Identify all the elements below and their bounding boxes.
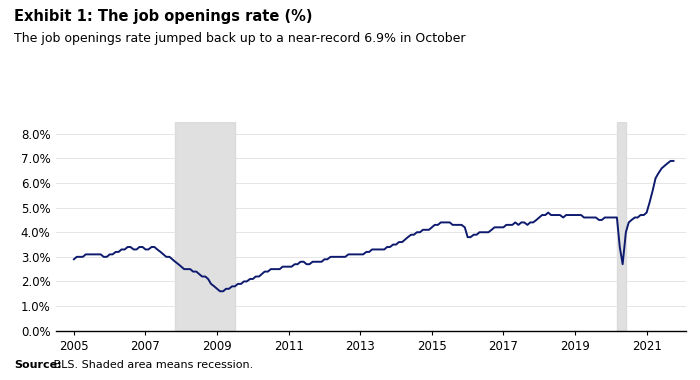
Text: BLS. Shaded area means recession.: BLS. Shaded area means recession. (50, 361, 253, 370)
Bar (617, 122, 626, 331)
Bar (175, 122, 235, 331)
Text: Exhibit 1: The job openings rate (%): Exhibit 1: The job openings rate (%) (14, 10, 312, 24)
Text: The job openings rate jumped back up to a near-record 6.9% in October: The job openings rate jumped back up to … (14, 32, 466, 45)
Text: Source:: Source: (14, 361, 62, 370)
